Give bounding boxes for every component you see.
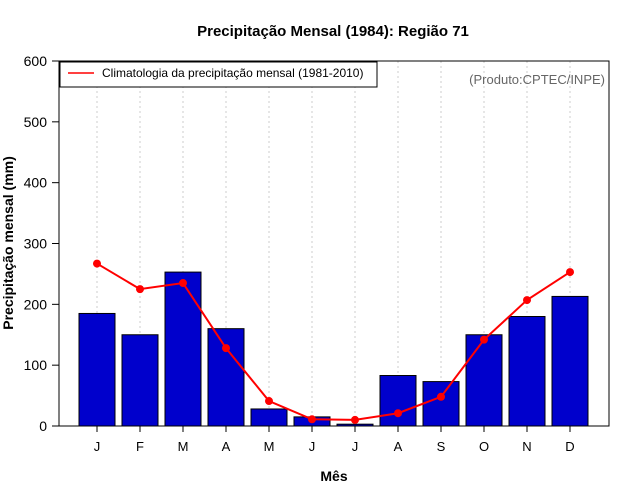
x-tick-label: D	[565, 439, 574, 454]
bar	[164, 271, 202, 427]
x-tick-label: A	[394, 439, 403, 454]
x-tick-label: A	[222, 439, 231, 454]
climatology-point	[136, 285, 144, 294]
climatology-point	[480, 335, 488, 344]
bar	[250, 408, 288, 427]
y-tick-label: 200	[24, 296, 48, 312]
bar	[78, 312, 116, 427]
climatology-line	[93, 259, 574, 424]
product-credit: (Produto:CPTEC/INPE)	[469, 72, 605, 87]
climatology-point	[222, 344, 230, 353]
climatology-point	[308, 415, 316, 424]
climatology-polyline	[96, 262, 571, 421]
bar	[121, 334, 159, 427]
bar	[551, 295, 589, 427]
bars	[78, 271, 589, 427]
x-tick-label: J	[309, 439, 316, 454]
legend-box	[59, 61, 378, 88]
y-tick-label: 400	[24, 175, 48, 191]
y-tick-label: 600	[24, 53, 48, 69]
legend-label: Climatologia da precipitação mensal (198…	[102, 66, 363, 80]
x-tick-label: N	[522, 439, 531, 454]
bar	[422, 381, 460, 427]
y-axis: 0 100 200 300 400 500 600	[24, 53, 59, 434]
x-tick-label: M	[178, 439, 189, 454]
legend: Climatologia da precipitação mensal (198…	[59, 61, 378, 88]
x-tick-label: S	[437, 439, 446, 454]
bar	[379, 375, 417, 427]
climatology-point	[437, 392, 445, 401]
x-tick-label: M	[264, 439, 275, 454]
bar	[465, 334, 503, 427]
climatology-point	[394, 409, 402, 418]
y-axis-title: Precipitação mensal (mm)	[0, 156, 16, 330]
y-tick-label: 500	[24, 114, 48, 130]
bar	[207, 328, 245, 427]
grid-lines	[96, 61, 571, 426]
climatology-point	[566, 268, 574, 277]
climatology-point	[179, 279, 187, 288]
climatology-point	[93, 259, 101, 268]
y-tick-label: 0	[39, 418, 47, 434]
x-axis-title: Mês	[320, 468, 347, 484]
climatology-point	[523, 296, 531, 305]
x-tick-label: J	[94, 439, 101, 454]
y-tick-label: 100	[24, 357, 48, 373]
y-tick-label: 300	[24, 236, 48, 252]
x-tick-label: J	[352, 439, 359, 454]
x-tick-label: F	[136, 439, 144, 454]
bar	[508, 316, 546, 427]
chart-title: Precipitação Mensal (1984): Região 71	[197, 23, 469, 40]
x-tick-label: O	[479, 439, 489, 454]
climatology-point	[265, 397, 273, 406]
climatology-point	[351, 415, 359, 424]
